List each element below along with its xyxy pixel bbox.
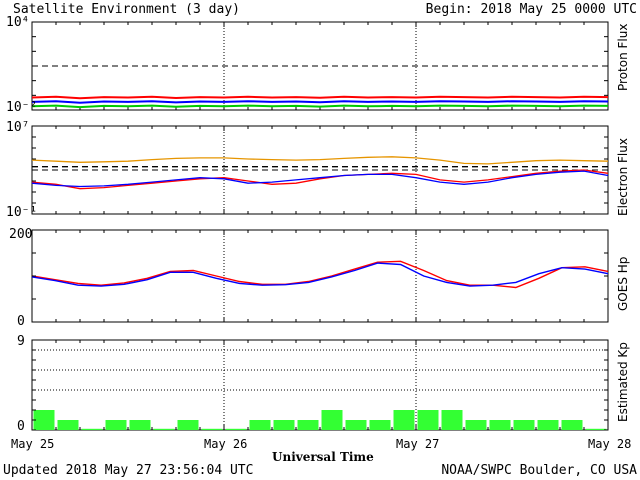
- kp-bar-1: [57, 420, 79, 430]
- kp-bar-19: [489, 420, 511, 430]
- kp-bar-9: [249, 420, 271, 430]
- updated-text: Updated 2018 May 27 23:56:04 UTC: [3, 463, 254, 478]
- hp-series-1: [31, 262, 609, 287]
- kp-bar-15: [393, 410, 415, 430]
- hp-series-0: [31, 260, 609, 289]
- kp-bar-23: [585, 428, 607, 430]
- ytick-proton-bottom: 10⁻²: [6, 100, 38, 115]
- ytick-kp-top: 9: [17, 334, 25, 349]
- chart-title: Satellite Environment (3 day): [13, 2, 240, 17]
- panel-frame-3: [31, 339, 609, 431]
- kp-bar-4: [129, 420, 151, 430]
- electron-ylabel: Electron Flux: [616, 138, 630, 216]
- begin-label: Begin: 2018 May 25 0000 UTC: [425, 2, 637, 17]
- series-1-2: [31, 170, 609, 188]
- series-0-2: [31, 104, 609, 109]
- series-0-1: [31, 100, 609, 104]
- ytick-kp-bottom: 0: [17, 419, 25, 434]
- kp-bar-21: [537, 420, 559, 430]
- kp-bar-11: [297, 420, 319, 430]
- panel-frame-2: [31, 229, 609, 323]
- kp-bar-6: [177, 420, 199, 430]
- kp-bar-5: [153, 428, 175, 430]
- ytick-electron-top: 10⁷: [6, 120, 30, 135]
- x-axis-label: Universal Time: [272, 450, 374, 464]
- kp-bar-12: [321, 410, 343, 430]
- kp-bar-16: [417, 410, 439, 430]
- ytick-proton-top: 10⁴: [6, 15, 30, 30]
- credit-text: NOAA/SWPC Boulder, CO USA: [441, 463, 637, 478]
- proton-ylabel: Proton Flux: [616, 23, 630, 91]
- xtick-may27: May 27: [396, 437, 440, 451]
- kp-bar-3: [105, 420, 127, 430]
- kp-bar-8: [225, 428, 247, 430]
- xtick-may25: May 25: [11, 437, 55, 451]
- panel-frame-1: [31, 125, 609, 215]
- kp-bar-7: [201, 428, 223, 430]
- kp-bar-2: [81, 428, 103, 430]
- kp-ylabel: Estimated Kp: [616, 342, 630, 422]
- kp-bar-13: [345, 420, 367, 430]
- ytick-hp-bottom: 0: [17, 314, 25, 329]
- ytick-electron-bottom: 10⁻¹: [6, 205, 38, 220]
- ytick-hp-top: 200: [9, 227, 33, 242]
- kp-bar-10: [273, 420, 295, 430]
- kp-bar-0: [33, 410, 55, 430]
- kp-bar-22: [561, 420, 583, 430]
- kp-bar-18: [465, 420, 487, 430]
- xtick-may26: May 26: [204, 437, 248, 451]
- series-1-1: [31, 169, 609, 190]
- xtick-may28: May 28: [588, 437, 632, 451]
- hp-ylabel: GOES Hp: [616, 256, 630, 311]
- kp-bar-14: [369, 420, 391, 430]
- series-0-0: [31, 95, 609, 100]
- kp-bar-20: [513, 420, 535, 430]
- series-1-0: [31, 156, 609, 165]
- kp-bar-17: [441, 410, 463, 430]
